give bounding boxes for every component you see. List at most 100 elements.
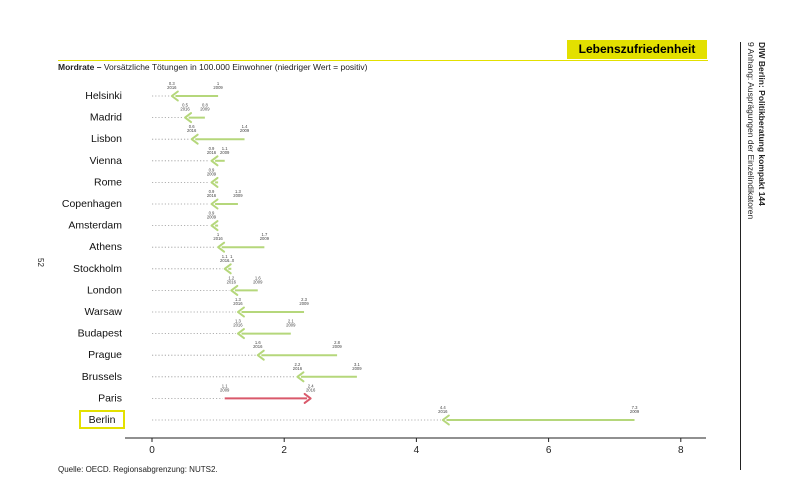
arrow-head (223, 263, 232, 275)
from-year-label: 2009 (240, 128, 250, 133)
to-year-label: 2016 (167, 85, 177, 90)
from-year-label: 2009 (352, 366, 362, 371)
from-value-label: 1.6 (255, 275, 261, 280)
highlight-box (79, 410, 125, 429)
arrow-head (236, 306, 245, 318)
to-year-label: 2016 (180, 107, 190, 112)
to-year-label: 2016 (207, 150, 217, 155)
arrow-head (230, 284, 239, 296)
arrow-head (184, 112, 193, 124)
arrow-head (210, 220, 219, 232)
to-value-label: 1.6 (255, 340, 261, 345)
side-title-sub: 9 Anhang: Ausprägungen der Einzelindikat… (746, 42, 756, 220)
from-year-label: 2009 (332, 344, 342, 349)
to-year-label: 2016 (293, 366, 303, 371)
from-value-label: 1 (230, 254, 233, 259)
side-title: DIW Berlin: Politikberatung kompakt 144 … (745, 42, 767, 219)
side-rule (740, 42, 741, 470)
arrow-head (296, 371, 305, 383)
from-year-label: 2009 (200, 107, 210, 112)
to-value-label: 1.3 (235, 297, 241, 302)
from-year-label: 2009 (260, 236, 270, 241)
to-value-label: 1.3 (235, 319, 241, 324)
from-value-label: 1.7 (261, 232, 267, 237)
to-year-label: 2016 (253, 344, 263, 349)
x-tick-label: 8 (678, 445, 684, 456)
to-year-label: 2009 (207, 215, 217, 220)
to-year-label: 2016 (233, 323, 243, 328)
city-label: Athens (89, 241, 122, 253)
to-value-label: 0.3 (169, 81, 175, 86)
from-value-label: 1.1 (222, 146, 228, 151)
arrow-head (170, 90, 179, 102)
to-value-label: 1.2 (228, 275, 234, 280)
page-number: 52 (35, 258, 45, 267)
from-year-label: 2009 (213, 85, 223, 90)
city-label: Amsterdam (68, 220, 122, 232)
city-label: Helsinki (85, 90, 122, 102)
arrow-head (236, 328, 245, 340)
arrow-head (441, 414, 450, 426)
to-value-label: 1.1 (222, 254, 228, 259)
source-note: Quelle: OECD. Regionsabgrenzung: NUTS2. (58, 465, 218, 474)
subtitle-bold: Mordrate – (58, 62, 102, 72)
city-label: Prague (88, 349, 122, 361)
x-tick-label: 6 (546, 445, 552, 456)
city-label: Warsaw (84, 306, 122, 318)
from-value-label: 0.8 (202, 103, 208, 108)
section-badge: Lebenszufriedenheit (567, 40, 707, 59)
header-rule (58, 60, 708, 61)
city-label: Copenhagen (62, 198, 122, 210)
from-value-label: 1.3 (235, 189, 241, 194)
city-label: Vienna (89, 155, 122, 167)
city-label: Brussels (82, 371, 122, 383)
from-year-label: 2009 (233, 193, 243, 198)
city-label: Lisbon (91, 133, 122, 145)
arrow-head (256, 349, 265, 361)
to-value-label: 0.6 (189, 124, 195, 129)
to-value-label: 1 (217, 232, 220, 237)
arrow-head (210, 198, 219, 210)
from-year-label: 2009 (286, 323, 296, 328)
to-year-label: 2016 (233, 301, 243, 306)
from-year-label: 2009 (220, 150, 230, 155)
to-value-label: 0.9 (209, 167, 215, 172)
from-value-label: 3.1 (354, 362, 360, 367)
city-label: Stockholm (73, 263, 122, 275)
city-label: London (87, 284, 122, 296)
to-year-label: 2016 (220, 258, 230, 263)
to-year-label: 2016 (213, 236, 223, 241)
arrow-head (217, 241, 226, 253)
arrow-head (303, 392, 312, 404)
to-value-label: 0.5 (182, 103, 188, 108)
arrow-head (190, 133, 199, 145)
from-value-label: 1 (217, 81, 220, 86)
city-label: Budapest (78, 328, 122, 340)
arrow-head (210, 155, 219, 167)
to-year-label: 2016 (306, 387, 316, 392)
from-value-label: 1.1 (222, 383, 228, 388)
to-year-label: 2016 (438, 409, 448, 414)
to-year-label: 2009 (207, 171, 217, 176)
from-value-label: 2.1 (288, 319, 294, 324)
from-year-label: 2009 (630, 409, 640, 414)
city-label: Berlin (89, 414, 116, 426)
from-year-label: 2009 (220, 387, 230, 392)
to-value-label: 4.4 (440, 405, 446, 410)
to-year-label: 2016 (227, 279, 237, 284)
from-value-label: 1.4 (242, 124, 248, 129)
from-year-label: 2009 (253, 279, 263, 284)
chart-subtitle: Mordrate – Vorsätzliche Tötungen in 100.… (58, 62, 367, 72)
from-year-label: ...0 (228, 258, 234, 263)
from-year-label: 2009 (299, 301, 309, 306)
to-year-label: 2016 (207, 193, 217, 198)
from-value-label: 7.3 (632, 405, 638, 410)
to-value-label: 2.4 (308, 383, 314, 388)
to-value-label: 0.9 (209, 189, 215, 194)
x-tick-label: 0 (149, 445, 155, 456)
city-label: Rome (94, 176, 122, 188)
city-label: Paris (98, 392, 122, 404)
x-tick-label: 2 (281, 445, 287, 456)
to-value-label: 0.9 (209, 146, 215, 151)
to-value-label: 0.9 (209, 211, 215, 216)
